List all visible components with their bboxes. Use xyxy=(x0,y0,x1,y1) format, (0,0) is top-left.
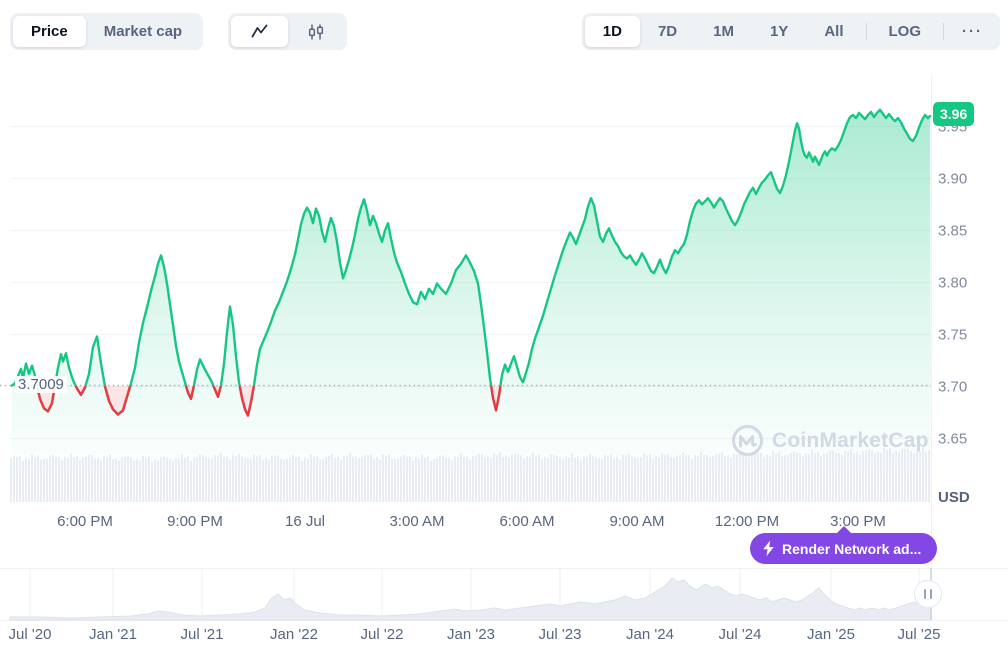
ad-caret xyxy=(836,526,852,534)
time-range-toggle: 1D 7D 1M 1Y All LOG ··· xyxy=(581,13,1000,50)
tab-price[interactable]: Price xyxy=(13,16,86,47)
y-axis-label: 3.70 xyxy=(938,378,967,395)
ad-banner[interactable]: Render Network ad... xyxy=(750,533,938,564)
coinmarketcap-logo-icon xyxy=(731,424,764,457)
lightning-icon xyxy=(762,540,775,557)
tab-market-cap[interactable]: Market cap xyxy=(86,16,200,47)
x-axis-label: 9:00 AM xyxy=(609,513,664,530)
coinmarketcap-watermark: CoinMarketCap xyxy=(731,424,929,457)
navigator-date-label: Jul '25 xyxy=(898,626,941,643)
navigator-drag-handle[interactable] xyxy=(914,580,942,608)
divider xyxy=(865,23,867,40)
navigator-date-label: Jan '21 xyxy=(89,626,137,643)
line-chart-icon xyxy=(250,23,269,40)
x-axis-label: 12:00 PM xyxy=(715,513,779,530)
navigator-date-label: Jan '22 xyxy=(270,626,318,643)
price-marketcap-toggle: Price Market cap xyxy=(10,13,204,50)
y-axis-label: 3.75 xyxy=(938,326,967,343)
chart-type-toggle xyxy=(228,13,347,50)
range-1m[interactable]: 1M xyxy=(695,16,752,47)
y-axis-label: 3.80 xyxy=(938,274,967,291)
range-log[interactable]: LOG xyxy=(871,16,940,47)
navigator-date-label: Jul '24 xyxy=(719,626,762,643)
y-axis-label: 3.65 xyxy=(938,430,967,447)
navigator-date-label: Jul '20 xyxy=(9,626,52,643)
line-chart-button[interactable] xyxy=(231,16,288,47)
range-1y[interactable]: 1Y xyxy=(752,16,806,47)
price-area-fill xyxy=(12,109,931,501)
ad-label: Render Network ad... xyxy=(782,540,922,557)
navigator-date-label: Jul '23 xyxy=(539,626,582,643)
price-line xyxy=(10,108,932,417)
more-ranges-button[interactable]: ··· xyxy=(948,16,997,47)
candlestick-button[interactable] xyxy=(288,16,344,47)
navigator-date-label: Jul '22 xyxy=(361,626,404,643)
navigator-date-label: Jan '24 xyxy=(626,626,674,643)
y-axis-label: 3.85 xyxy=(938,222,967,239)
x-axis-label: 3:00 PM xyxy=(830,513,886,530)
open-price-label: 3.7009 xyxy=(15,376,67,393)
x-axis-label: 6:00 AM xyxy=(499,513,554,530)
divider xyxy=(943,23,944,40)
y-axis-label: 3.90 xyxy=(938,170,967,187)
navigator-date-label: Jan '25 xyxy=(807,626,855,643)
navigator-date-label: Jul '21 xyxy=(181,626,224,643)
x-axis-label: 3:00 AM xyxy=(389,513,444,530)
range-7d[interactable]: 7D xyxy=(640,16,695,47)
volume-bars xyxy=(10,447,930,502)
candlestick-icon xyxy=(307,23,325,41)
x-axis-label: 16 Jul xyxy=(285,513,325,530)
navigator-date-label: Jan '23 xyxy=(447,626,495,643)
watermark-text: CoinMarketCap xyxy=(772,428,929,452)
navigator-area[interactable] xyxy=(9,577,932,621)
last-price-badge: 3.96 xyxy=(933,102,975,126)
x-axis-label: 6:00 PM xyxy=(57,513,113,530)
range-1d[interactable]: 1D xyxy=(584,16,640,47)
x-axis-label: 9:00 PM xyxy=(167,513,223,530)
range-all[interactable]: All xyxy=(806,16,861,47)
y-axis-unit: USD xyxy=(938,489,970,506)
